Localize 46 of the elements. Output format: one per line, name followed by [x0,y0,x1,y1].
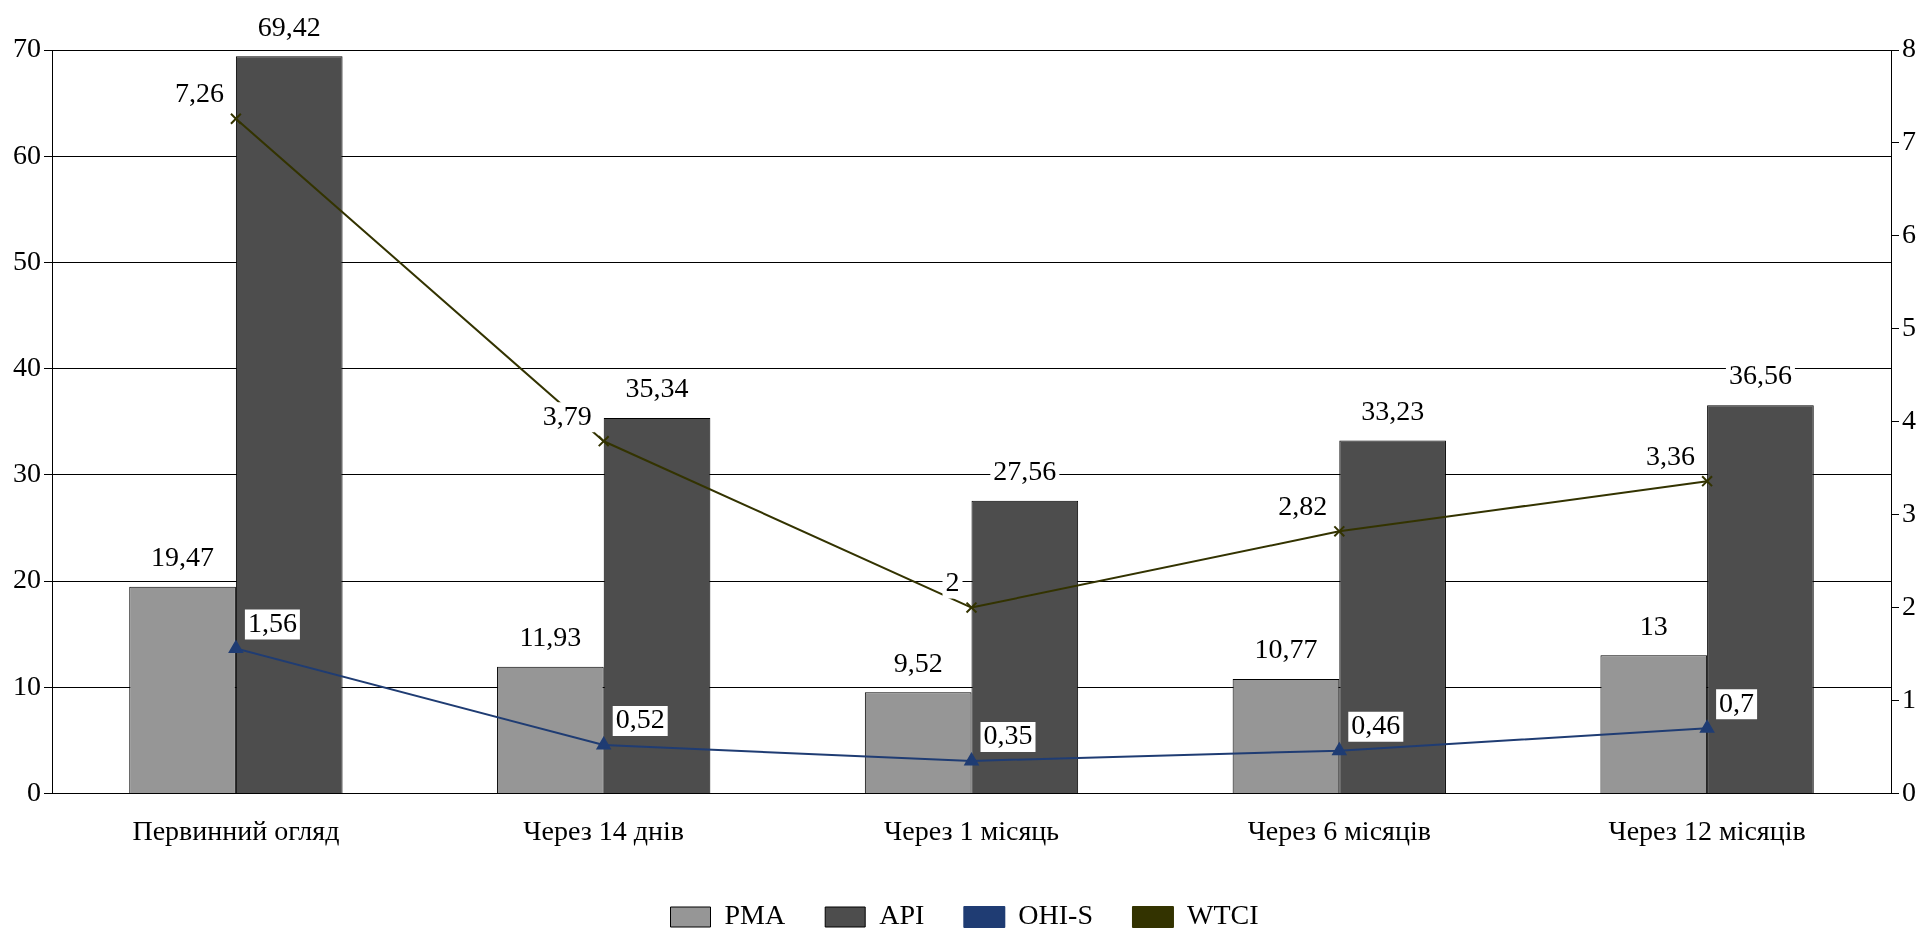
data-label: 10,77 [1254,633,1318,665]
y2-tick-label: 8 [1902,32,1916,64]
legend-label: OHI-S [1018,899,1093,931]
data-label: 27,56 [993,455,1057,487]
y-tick-label: 70 [13,32,41,64]
data-label: 11,93 [519,621,582,653]
y-tick-label: 60 [13,138,41,170]
y-tick-label: 0 [27,775,41,807]
y2-tick-label: 2 [1902,589,1916,621]
y2-tick-label: 1 [1902,682,1916,714]
y-tick-label: 10 [13,669,41,701]
x-tick-label: Через 6 місяців [1247,814,1431,846]
x-tick-label: Первинний огляд [132,814,340,846]
x-tick-label: Через 1 місяць [883,814,1060,846]
data-label: 9,52 [893,646,943,678]
legend-label: PMA [724,899,786,931]
x-tick-label: Через 14 днів [523,814,685,846]
data-label: 33,23 [1361,394,1425,426]
y-tick-label: 50 [13,244,41,276]
y-tick-label: 40 [13,350,41,382]
x-tick-label: Через 12 місяців [1608,814,1806,846]
y-tick-label: 30 [13,457,41,489]
y2-tick-label: 5 [1902,311,1916,343]
y2-tick-label: 0 [1902,775,1916,807]
y2-tick-label: 4 [1902,404,1916,436]
y2-tick-label: 3 [1902,496,1916,528]
y2-tick-label: 6 [1902,218,1916,250]
data-label: 3,79 [542,399,592,431]
data-label: 19,47 [151,540,215,572]
data-label: 0,7 [1719,686,1755,718]
data-label: 2 [945,565,960,597]
legend-label: API [879,899,925,931]
data-label: 69,42 [257,10,321,42]
legend-label: WTCI [1186,899,1259,931]
data-label: 1,56 [247,606,297,638]
data-label: 36,56 [1728,359,1792,391]
y2-tick-label: 7 [1902,125,1916,157]
data-label: 7,26 [174,77,224,109]
data-label: 3,36 [1646,439,1696,471]
data-label: 0,35 [983,719,1033,751]
data-label: 35,34 [625,372,689,404]
data-label: 0,52 [615,703,665,735]
data-label: 0,46 [1351,709,1401,741]
data-label: 13 [1639,609,1668,641]
y-tick-label: 20 [13,563,41,595]
data-label: 2,82 [1278,489,1328,521]
